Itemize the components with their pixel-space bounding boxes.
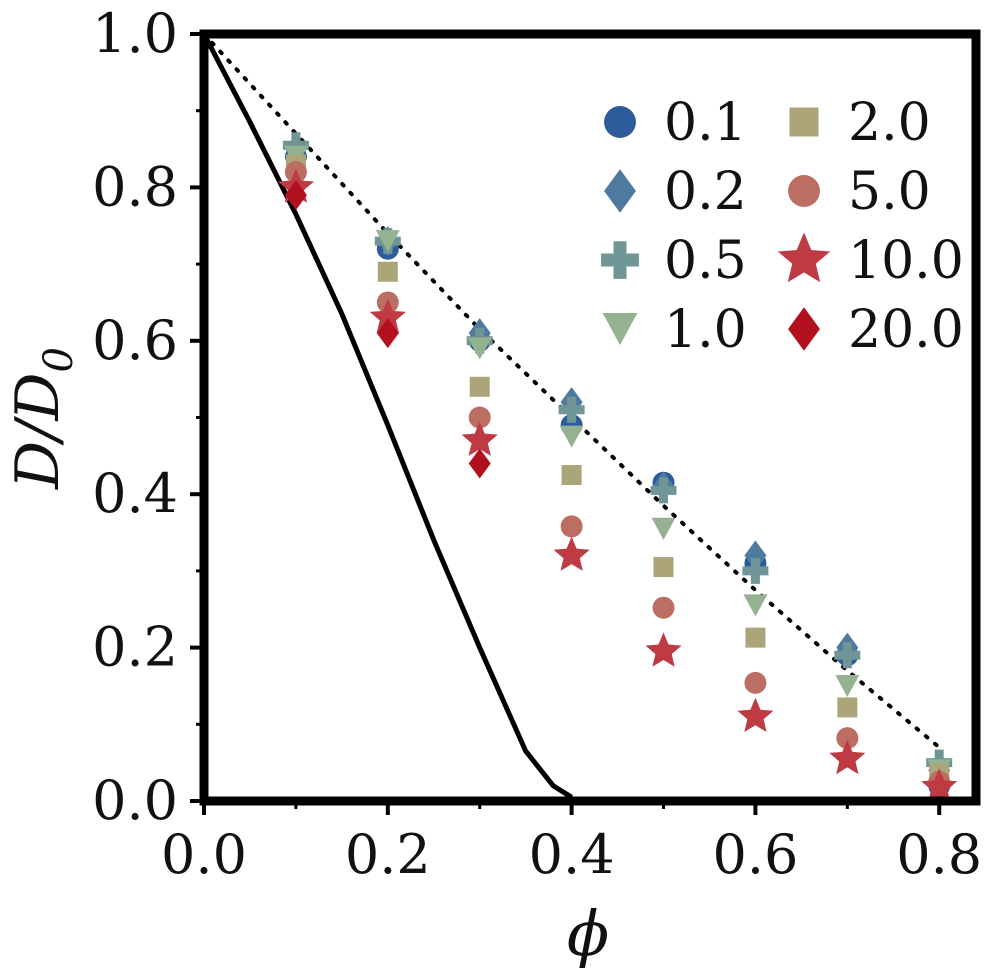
data-point-series-1	[744, 540, 767, 571]
legend-label-2: 0.5	[664, 231, 747, 291]
reference-line-solid	[201, 32, 573, 800]
data-point-series-6	[369, 298, 406, 334]
data-markers	[277, 132, 958, 803]
data-point-series-7	[468, 448, 491, 479]
x-tick-label: 0.8	[896, 823, 982, 886]
axis-ticks: 0.0 0.2 0.4 0.6 0.8 0.0 0.2 0.4 0.6 0.8 1.0	[92, 2, 982, 886]
legend-marker-2	[601, 241, 639, 279]
x-tick-label: 0.4	[529, 823, 615, 886]
legend-marker-1	[604, 169, 636, 213]
data-point-series-3	[835, 674, 860, 697]
y-tick-label: 0.6	[92, 309, 178, 372]
x-tick-label: 0.2	[345, 823, 431, 886]
data-point-series-6	[921, 768, 958, 803]
data-point-series-6	[737, 697, 774, 732]
data-point-series-4	[837, 697, 858, 718]
data-point-series-2	[558, 396, 585, 423]
data-point-series-3	[375, 230, 400, 253]
legend-label-1: 0.2	[664, 162, 747, 222]
legend-label-6: 10.0	[848, 231, 964, 291]
legend-marker-6	[777, 232, 831, 283]
y-tick-label: 1.0	[92, 2, 178, 65]
x-tick-label: 0.0	[161, 823, 247, 886]
data-point-series-6	[829, 739, 866, 775]
data-point-series-5	[560, 515, 583, 538]
y-tick-label: 0.8	[92, 155, 178, 218]
legend-marker-5	[788, 175, 820, 207]
data-point-series-5	[744, 671, 767, 694]
data-point-series-2	[742, 557, 769, 584]
data-point-series-4	[653, 557, 674, 578]
data-point-series-4	[745, 627, 766, 648]
legend-label-5: 5.0	[848, 162, 931, 222]
data-point-series-7	[376, 318, 399, 349]
legend-marker-4	[789, 107, 819, 137]
legend-marker-3	[602, 313, 638, 345]
legend-marker-0	[604, 106, 636, 138]
data-point-series-7	[284, 180, 307, 211]
y-axis-label-sub: 0	[36, 347, 82, 372]
legend-label-3: 1.0	[664, 300, 747, 360]
data-point-series-5	[836, 727, 859, 750]
y-axis-label: D/D0	[3, 347, 82, 490]
data-point-series-6	[461, 421, 498, 456]
y-tick-label: 0.0	[92, 769, 178, 832]
y-axis-label-main: D/D	[3, 373, 73, 490]
svg-text:D/D0: D/D0	[3, 347, 82, 490]
data-point-series-2	[282, 132, 309, 159]
data-point-series-4	[561, 465, 582, 486]
data-point-series-4	[377, 261, 398, 282]
y-tick-label: 0.4	[92, 462, 178, 525]
data-point-series-6	[553, 536, 590, 571]
legend: 0.1 0.2 0.5 1.0 2.0 5.0 10.0 20.0	[601, 93, 964, 360]
data-point-series-4	[469, 376, 490, 397]
x-tick-label: 0.6	[712, 823, 798, 886]
data-point-series-3	[559, 425, 584, 448]
data-point-series-2	[834, 642, 861, 669]
data-point-series-2	[650, 477, 677, 504]
legend-label-4: 2.0	[848, 93, 931, 153]
data-point-series-3	[651, 517, 676, 540]
data-point-series-6	[645, 632, 682, 667]
legend-label-0: 0.1	[664, 93, 747, 153]
legend-label-7: 20.0	[848, 300, 964, 360]
data-point-series-3	[743, 594, 768, 617]
y-tick-label: 0.2	[92, 616, 178, 679]
data-point-series-3	[467, 337, 492, 360]
legend-marker-7	[788, 307, 820, 351]
data-point-series-5	[652, 596, 675, 619]
data-point-series-5	[468, 406, 491, 429]
x-axis-label: ϕ	[567, 897, 609, 970]
